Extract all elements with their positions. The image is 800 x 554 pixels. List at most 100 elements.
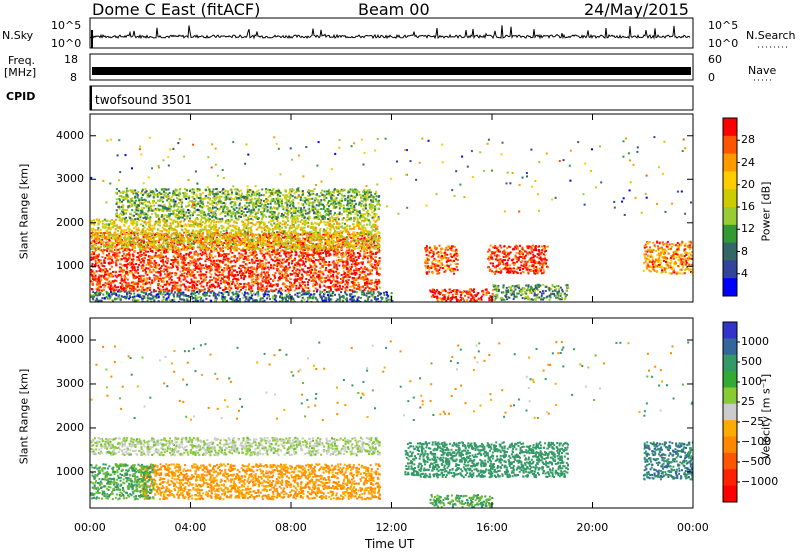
- power-cell: [259, 273, 262, 276]
- power-cell: [101, 222, 104, 225]
- power-cell: [176, 240, 179, 243]
- power-cell: [193, 242, 195, 245]
- power-cell: [261, 267, 264, 270]
- power-cell: [301, 268, 304, 271]
- power-cell: [151, 257, 154, 259]
- power-cell: [313, 244, 316, 247]
- power-cell: [321, 249, 323, 252]
- power-cell: [158, 279, 161, 282]
- power-cell: [349, 251, 352, 254]
- power-cell: [346, 260, 349, 263]
- power-cell: [196, 252, 199, 255]
- power-cell: [100, 262, 103, 265]
- power-cell: [149, 262, 152, 264]
- power-cell: [152, 232, 155, 235]
- power-cell: [267, 274, 270, 276]
- power-cell: [170, 218, 173, 221]
- power-cell: [263, 226, 266, 229]
- power-cell: [276, 220, 279, 222]
- power-cell: [197, 266, 199, 269]
- power-cell: [294, 264, 297, 267]
- power-cell: [335, 244, 338, 247]
- power-cell: [351, 223, 354, 226]
- power-cell: [277, 277, 280, 279]
- power-cell: [177, 261, 180, 264]
- power-cell: [149, 236, 151, 239]
- power-cell: [235, 249, 238, 252]
- power-cell: [92, 283, 94, 286]
- power-cell: [211, 241, 214, 244]
- power-cell: [250, 251, 253, 254]
- power-cell: [287, 230, 290, 233]
- power-cell: [229, 250, 232, 253]
- power-cell: [200, 237, 202, 240]
- power-cell: [204, 277, 207, 280]
- power-cell: [192, 225, 195, 228]
- power-cell: [192, 284, 195, 287]
- power-cell: [377, 247, 380, 250]
- power-cell: [103, 286, 106, 289]
- power-cell: [307, 224, 310, 227]
- power-cell: [378, 240, 381, 243]
- power-cell: [305, 236, 308, 239]
- power-cell: [293, 231, 295, 234]
- power-cell: [321, 241, 323, 244]
- power-cell: [220, 220, 223, 223]
- power-cell: [284, 267, 287, 270]
- power-cell: [377, 264, 380, 267]
- power-cell: [102, 288, 105, 291]
- power-cell: [313, 245, 315, 248]
- power-cell: [247, 236, 249, 239]
- power-cell: [92, 234, 94, 237]
- power-cell: [184, 234, 187, 237]
- power-cell: [143, 257, 146, 260]
- power-cell: [153, 233, 156, 236]
- power-cell: [289, 255, 292, 258]
- power-cell: [298, 282, 301, 284]
- power-cell: [103, 245, 106, 248]
- power-cell: [252, 236, 255, 239]
- power-cell: [152, 238, 155, 241]
- power-cell: [313, 235, 316, 238]
- power-cell: [248, 275, 251, 278]
- power-cell: [133, 246, 136, 249]
- power-cell: [293, 266, 296, 269]
- power-cell: [198, 239, 201, 242]
- power-cell: [257, 244, 260, 246]
- power-cell: [349, 244, 352, 247]
- power-cell: [370, 279, 373, 282]
- power-cell: [114, 279, 117, 282]
- power-cell: [181, 247, 184, 250]
- power-cell: [234, 284, 237, 287]
- power-cell: [124, 256, 127, 259]
- power-cell: [260, 288, 263, 291]
- power-cell: [323, 289, 326, 291]
- power-cell: [373, 236, 376, 239]
- power-cell: [236, 271, 238, 274]
- power-cell: [110, 248, 113, 251]
- power-cell: [351, 227, 354, 230]
- power-cell: [262, 264, 265, 267]
- power-cell: [107, 262, 110, 264]
- power-cell: [235, 225, 238, 228]
- power-cell: [259, 282, 262, 285]
- power-cell: [201, 221, 204, 224]
- power-cell: [297, 262, 300, 265]
- power-cell: [195, 222, 198, 225]
- power-cell: [238, 238, 241, 241]
- power-cell: [182, 260, 185, 263]
- power-cell: [342, 276, 345, 279]
- power-cell: [176, 284, 179, 287]
- power-cell: [91, 269, 94, 272]
- power-cell: [268, 237, 271, 240]
- power-cell: [208, 256, 211, 259]
- power-cell: [371, 243, 374, 245]
- power-cell: [153, 288, 156, 291]
- power-cell: [374, 246, 377, 249]
- power-cell: [220, 247, 223, 250]
- power-cell: [276, 269, 279, 272]
- power-cell: [276, 243, 279, 246]
- power-cell: [103, 243, 106, 246]
- power-cell: [181, 235, 184, 237]
- power-cell: [168, 227, 171, 230]
